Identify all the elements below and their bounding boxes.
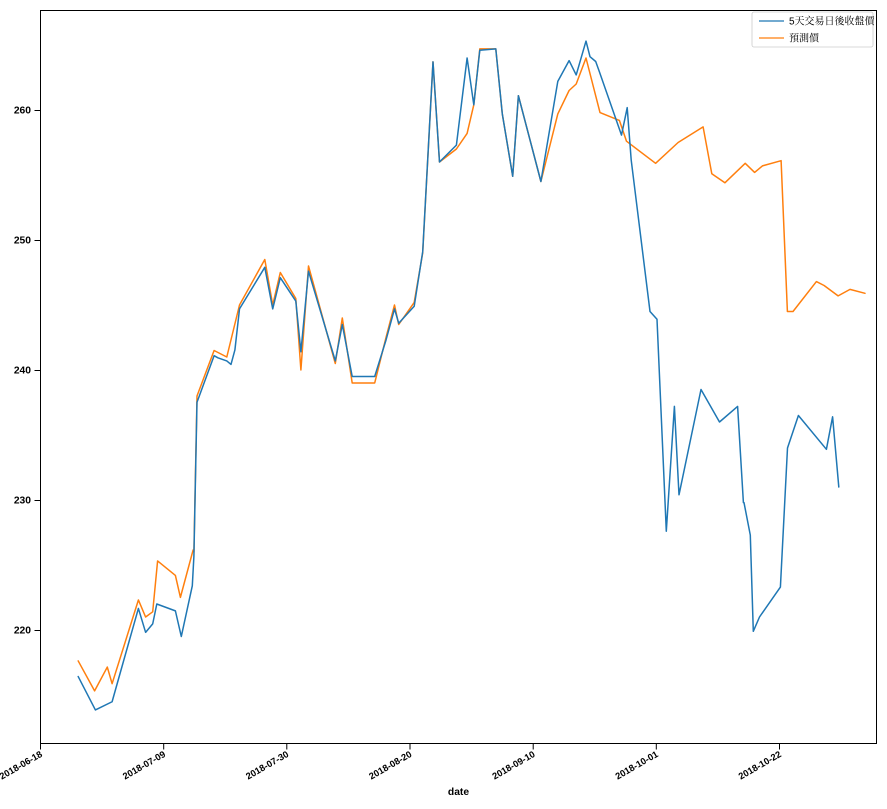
svg-text:date: date bbox=[448, 787, 469, 798]
svg-text:2018-07-09: 2018-07-09 bbox=[121, 749, 167, 781]
svg-text:2018-08-20: 2018-08-20 bbox=[367, 749, 413, 781]
svg-text:5天交易日後收盤價: 5天交易日後收盤價 bbox=[789, 14, 876, 27]
svg-text:2018-06-18: 2018-06-18 bbox=[0, 749, 44, 781]
svg-text:2018-07-30: 2018-07-30 bbox=[244, 749, 290, 781]
svg-text:260: 260 bbox=[14, 106, 31, 117]
svg-text:240: 240 bbox=[14, 366, 31, 377]
svg-text:預測價: 預測價 bbox=[789, 31, 820, 44]
svg-text:220: 220 bbox=[14, 626, 31, 637]
svg-text:2018-10-22: 2018-10-22 bbox=[737, 749, 783, 781]
svg-text:2018-10-01: 2018-10-01 bbox=[614, 749, 660, 781]
svg-text:230: 230 bbox=[14, 496, 31, 507]
svg-text:250: 250 bbox=[14, 236, 31, 247]
svg-text:2018-09-10: 2018-09-10 bbox=[491, 749, 537, 781]
